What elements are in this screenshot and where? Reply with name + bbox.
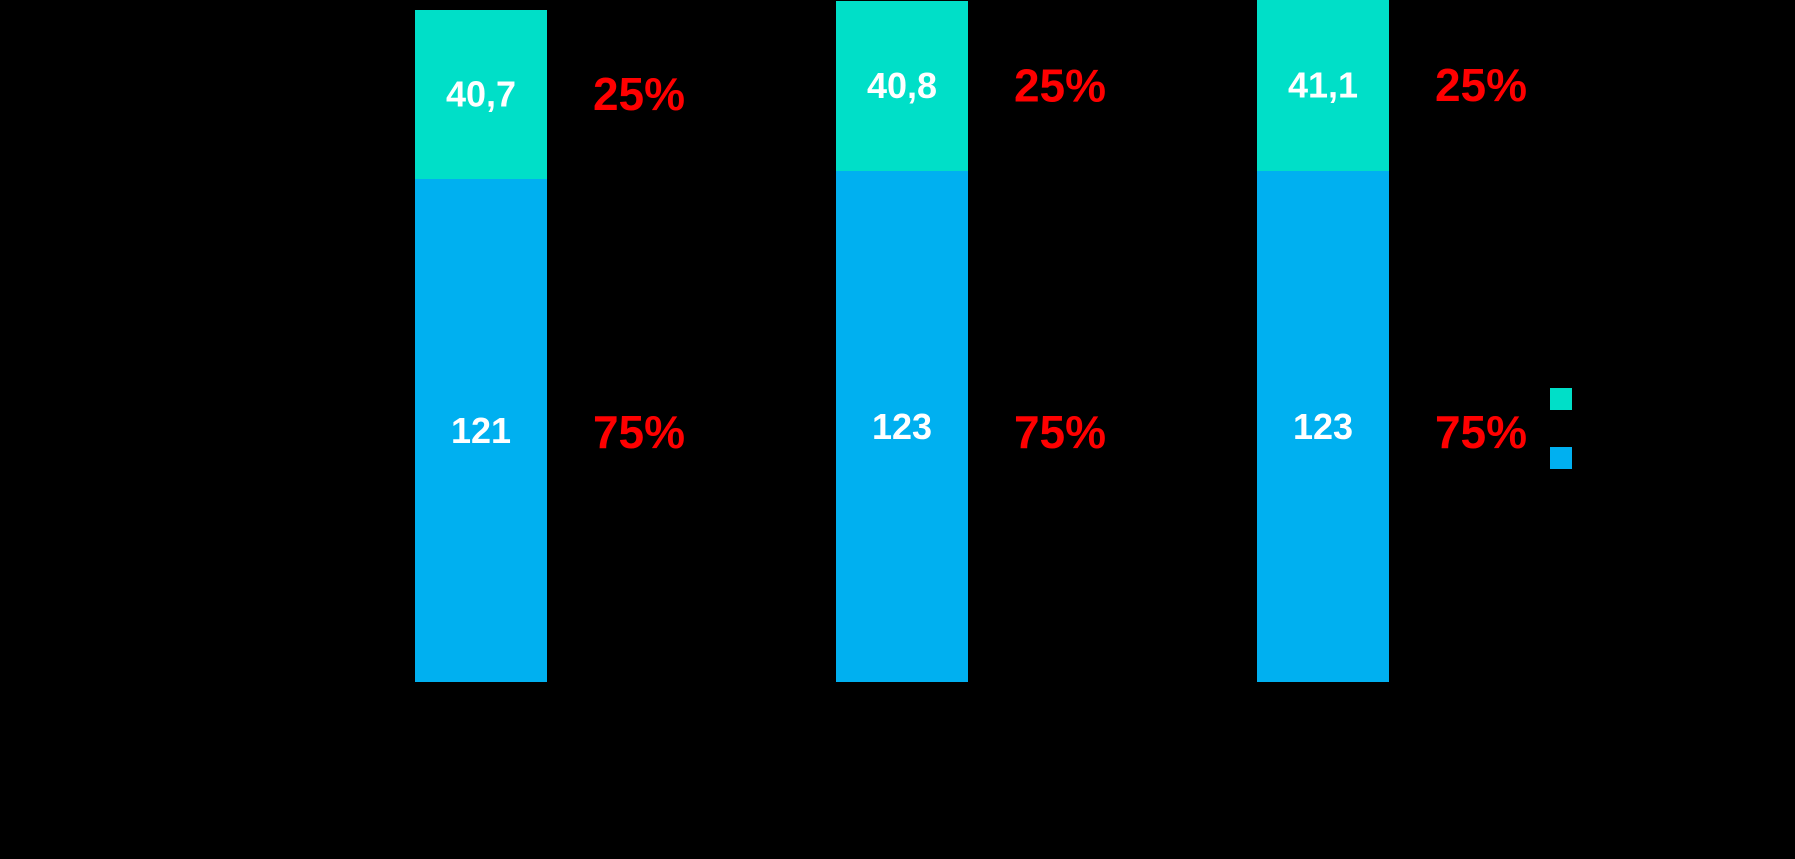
value-label-1-3: 123 (1293, 406, 1353, 447)
share-label-2-1: 25% (593, 68, 685, 120)
legend-swatch-2 (1550, 447, 1572, 469)
share-label-2-2: 25% (1014, 60, 1106, 112)
bar-segment-1-3 (1257, 171, 1389, 682)
bar-segment-1-1 (415, 179, 547, 682)
value-label-2-3: 41,1 (1288, 65, 1358, 106)
value-label-2-1: 40,7 (446, 74, 516, 115)
bar-segment-2-1 (415, 10, 547, 179)
value-label-2-2: 40,8 (867, 65, 937, 106)
bar-segment-2-3 (1257, 0, 1389, 171)
legend-swatch-1 (1550, 388, 1572, 410)
value-label-1-1: 121 (451, 410, 511, 451)
share-label-1-3: 75% (1435, 406, 1527, 458)
share-label-1-1: 75% (593, 406, 685, 458)
share-label-1-2: 75% (1014, 406, 1106, 458)
value-label-1-2: 123 (872, 406, 932, 447)
bar-segment-2-2 (836, 1, 968, 171)
bar-segment-1-2 (836, 171, 968, 682)
share-label-2-3: 25% (1435, 59, 1527, 111)
